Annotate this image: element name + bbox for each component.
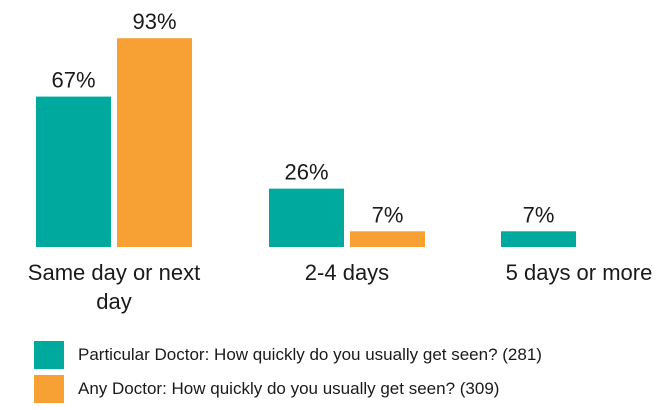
bar-any-doctor-1 [117,38,192,248]
data-label-particular-doctor-3: 7% [523,202,555,227]
legend: Particular Doctor: How quickly do you us… [34,340,542,408]
data-label-any-doctor-1: 93% [132,9,176,34]
legend-item-any-doctor: Any Doctor: How quickly do you usually g… [34,374,542,404]
data-label-particular-doctor-1: 67% [51,68,95,93]
bar-particular-doctor-3 [501,231,576,247]
legend-label-particular-doctor: Particular Doctor: How quickly do you us… [78,345,542,364]
legend-swatch-particular-doctor [34,341,64,369]
legend-item-particular-doctor: Particular Doctor: How quickly do you us… [34,340,542,370]
bar-any-doctor-2 [350,231,425,247]
legend-label-any-doctor: Any Doctor: How quickly do you usually g… [78,379,500,398]
category-label-2: 2-4 days [305,260,389,285]
category-label-1-line-2: day [96,289,131,314]
bar-particular-doctor-2 [269,188,344,247]
data-label-particular-doctor-2: 26% [284,160,328,185]
category-label-3: 5 days or more [506,260,653,285]
data-label-any-doctor-2: 7% [372,202,404,227]
legend-swatch-any-doctor [34,375,64,403]
category-label-1-line-1: Same day or next [28,260,200,285]
bar-particular-doctor-1 [36,96,111,248]
